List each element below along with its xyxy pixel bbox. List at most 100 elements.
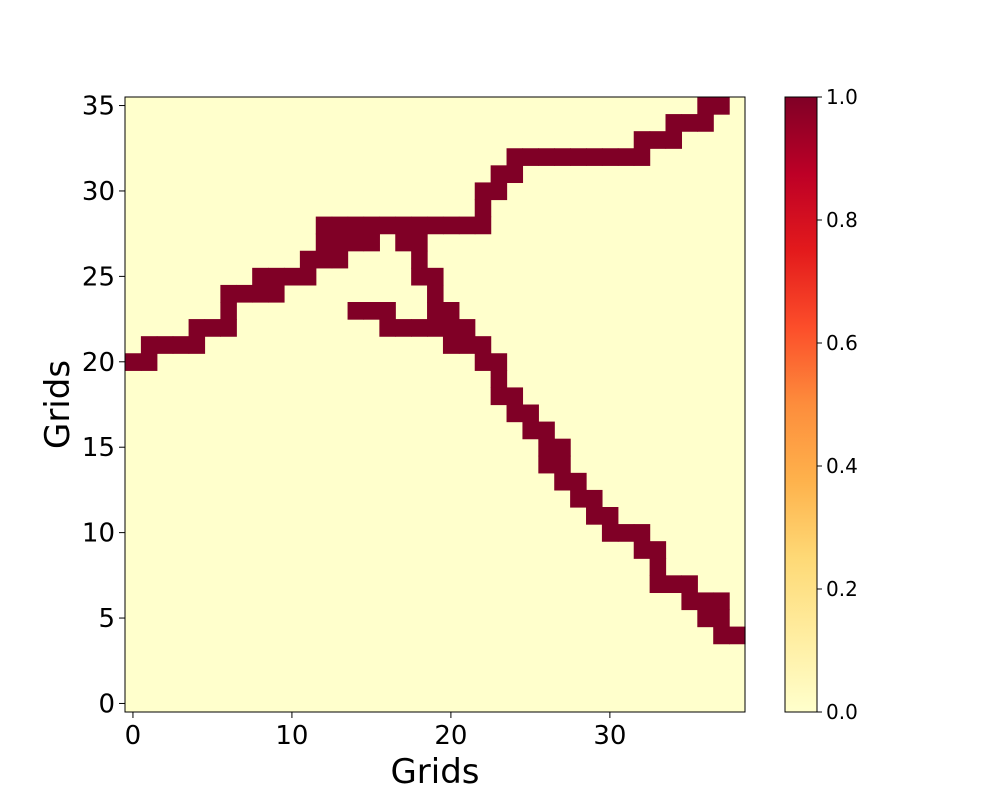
heatmap-cell <box>617 524 635 542</box>
heatmap-cell <box>506 148 524 166</box>
heatmap-cell <box>379 302 396 320</box>
heatmap-cell <box>411 216 428 235</box>
heatmap-cell <box>697 609 714 628</box>
heatmap-cell <box>299 250 317 269</box>
heatmap-cell <box>427 319 444 337</box>
heatmap-background <box>125 97 745 712</box>
heatmap-cell <box>315 216 333 235</box>
heatmap-cell <box>347 302 365 320</box>
heatmap-cell <box>140 353 158 371</box>
heatmap-cell <box>427 267 444 286</box>
y-axis-label: Grids <box>38 360 78 449</box>
heatmap-cell <box>474 199 492 218</box>
heatmap-cell <box>681 592 698 611</box>
y-tick-label: 35 <box>82 92 115 122</box>
heatmap-cell <box>570 148 587 166</box>
heatmap-cell <box>538 148 555 166</box>
heatmap-cell <box>204 319 221 337</box>
heatmap-cell <box>268 267 285 286</box>
y-tick-label: 20 <box>82 348 115 378</box>
heatmap-cell <box>649 575 667 594</box>
heatmap-cell <box>442 319 460 337</box>
heatmap-cell <box>665 114 683 132</box>
heatmap-cell <box>681 114 698 132</box>
heatmap-cell <box>474 216 492 235</box>
heatmap-cell <box>538 438 555 457</box>
y-tick-label: 25 <box>82 262 115 292</box>
heatmap-cell <box>427 302 444 320</box>
heatmap-cell <box>172 336 190 354</box>
heatmap-cell <box>490 165 508 184</box>
heatmap-cell <box>411 250 428 269</box>
colorbar: 0.0 0.2 0.4 0.6 0.8 1.0 <box>784 85 858 724</box>
heatmap-cell <box>633 541 651 559</box>
heatmap-cell <box>252 284 269 303</box>
heatmap-cell <box>315 250 333 269</box>
heatmap-cell <box>442 302 460 320</box>
heatmap-cell <box>713 626 730 645</box>
heatmap-cell <box>697 114 714 132</box>
heatmap-cell <box>252 267 269 286</box>
y-tick-label: 15 <box>82 433 115 463</box>
heatmap-cell <box>411 267 428 286</box>
heatmap-cell <box>713 609 730 628</box>
heatmap-cell <box>347 216 365 235</box>
heatmap-cell <box>697 97 714 115</box>
heatmap-cell <box>395 319 412 337</box>
heatmap-cell <box>697 592 714 611</box>
heatmap-cell <box>713 97 730 115</box>
heatmap-cell <box>395 216 412 235</box>
heatmap-cell <box>458 216 476 235</box>
heatmap-cell <box>331 216 349 235</box>
heatmap-cell <box>490 387 508 406</box>
heatmap-cell <box>458 319 476 337</box>
heatmap-cell <box>506 165 524 184</box>
heatmap-cell <box>554 472 571 491</box>
heatmap-cell <box>490 370 508 389</box>
x-tick-label: 0 <box>125 721 142 751</box>
heatmap-cell <box>601 524 619 542</box>
heatmap-cell <box>442 336 460 354</box>
heatmap-cell <box>331 250 349 269</box>
y-tick-label: 30 <box>82 177 115 207</box>
heatmap-cell <box>220 319 237 337</box>
heatmap-cell <box>522 404 539 423</box>
heatmap-cell <box>490 353 508 371</box>
heatmap-cell <box>570 489 587 508</box>
heatmap-cell <box>379 216 396 235</box>
heatmap-cell <box>617 148 635 166</box>
y-tick-label: 5 <box>98 604 115 634</box>
heatmap-cell <box>363 233 380 252</box>
heatmap-cell <box>140 336 158 354</box>
heatmap-cell <box>156 336 174 354</box>
heatmap-cell <box>506 387 524 406</box>
y-tick-label: 0 <box>98 689 115 719</box>
heatmap-cell <box>538 455 555 474</box>
heatmap-cell <box>633 148 651 166</box>
axes: 0 10 20 30 0 5 10 15 20 25 30 35 Grids Grids <box>38 92 746 792</box>
colorbar-tick-label: 0.4 <box>826 454 858 478</box>
heatmap-cell <box>554 455 571 474</box>
heatmap-cell <box>363 216 380 235</box>
x-axis-label: Grids <box>390 752 479 792</box>
heatmap-cell <box>538 421 555 440</box>
heatmap-cell <box>188 336 206 354</box>
colorbar-tick-label: 0.0 <box>826 700 858 724</box>
heatmap-cell <box>586 148 603 166</box>
heatmap-cell <box>506 404 524 423</box>
heatmap-cell <box>188 319 206 337</box>
heatmap-cell <box>586 507 603 525</box>
x-tick-label: 10 <box>275 721 308 751</box>
plot-area <box>125 97 746 712</box>
heatmap-cell <box>586 489 603 508</box>
heatmap-cell <box>315 233 333 252</box>
x-tick-label: 30 <box>593 721 626 751</box>
heatmap-cell <box>633 524 651 542</box>
heatmap-cell <box>379 319 396 337</box>
heatmap-cell <box>649 131 667 149</box>
heatmap-cell <box>363 302 380 320</box>
heatmap-cell <box>522 148 539 166</box>
heatmap-cell <box>395 233 412 252</box>
colorbar-tick-label: 1.0 <box>826 85 858 109</box>
plot-frame <box>124 96 746 713</box>
